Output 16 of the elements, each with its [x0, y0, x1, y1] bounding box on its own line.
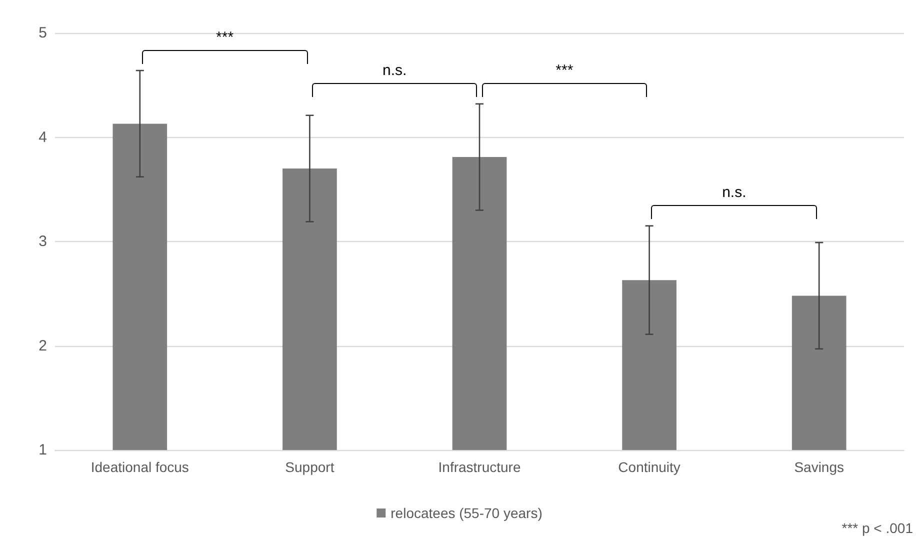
x-tick-label: Continuity [618, 459, 680, 475]
x-tick-label: Support [285, 459, 334, 475]
annotation: n.s. [381, 62, 408, 80]
text: *** p < .001 [842, 520, 914, 536]
x-tick-label: Ideational focus [90, 459, 189, 475]
x-tick-label: Infrastructure [438, 459, 521, 475]
annotation: *** [215, 28, 235, 46]
y-tick-label: 4 [38, 128, 47, 146]
y-tick-label: 2 [38, 337, 47, 354]
legend-label: relocatees (55-70 years) [390, 505, 542, 521]
annotation: *** [554, 62, 574, 80]
x-tick-label: Savings [794, 459, 844, 475]
y-tick-label: 5 [38, 24, 47, 42]
annotation: n.s. [721, 184, 748, 201]
y-tick-label: 1 [38, 442, 47, 458]
y-tick-label: 3 [38, 233, 47, 250]
